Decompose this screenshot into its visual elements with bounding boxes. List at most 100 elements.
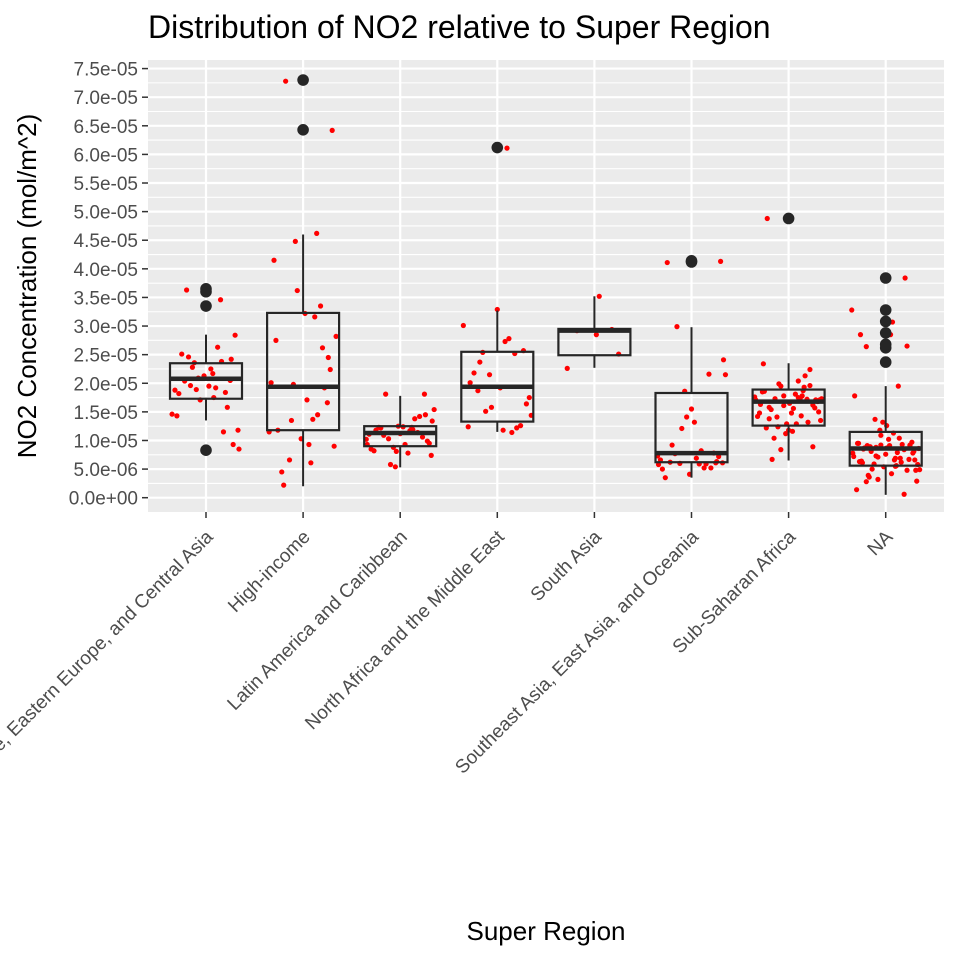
jitter-point	[179, 351, 185, 357]
jitter-point	[909, 439, 915, 445]
jitter-point	[792, 391, 798, 397]
jitter-point	[708, 465, 714, 471]
box-body	[266, 311, 341, 432]
outlier-point	[879, 304, 892, 316]
outlier-point	[685, 255, 698, 267]
jitter-point	[310, 416, 316, 422]
x-tick-label: North Africa and the Middle East	[301, 526, 509, 734]
jitter-point	[281, 482, 287, 488]
jitter-point	[488, 404, 495, 410]
jitter-point	[324, 400, 330, 406]
jitter-point	[774, 414, 780, 420]
jitter-point	[471, 370, 477, 376]
jitter-point	[504, 145, 510, 151]
jitter-point	[279, 469, 285, 475]
jitter-point	[230, 441, 236, 448]
jitter-point	[790, 405, 797, 412]
jitter-point	[902, 275, 908, 281]
jitter-point	[486, 372, 493, 378]
jitter-point	[896, 435, 902, 441]
jitter-point	[428, 452, 434, 458]
jitter-point	[799, 393, 805, 399]
y-tick-label: 2.0e-05	[74, 374, 138, 395]
jitter-point	[875, 476, 881, 482]
jitter-point	[217, 297, 224, 303]
y-tick-label: 7.5e-05	[74, 60, 138, 81]
y-tick-label: 6.5e-05	[74, 117, 138, 138]
jitter-point	[898, 459, 904, 465]
jitter-point	[781, 402, 787, 409]
jitter-point	[664, 259, 670, 266]
jitter-point	[294, 287, 300, 294]
jitter-point	[325, 354, 331, 361]
outlier-point	[879, 315, 892, 328]
jitter-point	[679, 425, 685, 432]
jitter-point	[912, 457, 918, 463]
jitter-point	[412, 416, 418, 422]
jitter-point	[327, 366, 333, 373]
jitter-point	[315, 412, 321, 418]
jitter-point	[878, 432, 884, 438]
jitter-point	[816, 409, 822, 415]
x-axis-label: Super Region	[467, 916, 626, 946]
jitter-point	[688, 406, 695, 412]
jitter-point	[769, 456, 775, 462]
jitter-point	[852, 393, 858, 399]
box-body	[654, 391, 729, 464]
jitter-point	[917, 467, 923, 473]
jitter-point	[208, 366, 214, 372]
box-body	[363, 425, 438, 448]
jitter-point	[224, 404, 230, 410]
jitter-point	[795, 378, 801, 384]
jitter-point	[873, 453, 879, 459]
jitter-point	[684, 414, 690, 420]
jitter-point	[904, 343, 910, 349]
y-axis: 0.0e+00 5.0e-06 1.0e-05 1.5e-05 2.0e-05 2.5e-…	[69, 60, 148, 510]
jitter-point	[897, 455, 903, 461]
jitter-point	[669, 442, 675, 448]
jitter-point	[888, 471, 895, 477]
jitter-point	[232, 332, 238, 338]
jitter-point	[659, 466, 666, 472]
box	[848, 272, 923, 495]
jitter-point	[419, 434, 426, 440]
jitter-point	[236, 446, 242, 452]
jitter-point	[317, 303, 324, 309]
chart-title: Distribution of NO2 relative to Super Re…	[148, 9, 771, 45]
jitter-point	[465, 424, 471, 430]
jitter-point	[764, 215, 770, 222]
y-tick-label: 3.5e-05	[74, 288, 138, 309]
outlier-point	[297, 124, 309, 136]
jitter-point	[405, 450, 411, 456]
outlier-point	[879, 272, 892, 284]
jitter-point	[304, 397, 310, 403]
jitter-point	[701, 465, 707, 471]
jitter-point	[517, 423, 524, 429]
jitter-point	[189, 364, 196, 370]
y-tick-label: 4.5e-05	[74, 231, 138, 252]
jitter-point	[810, 444, 816, 450]
jitter-point	[494, 306, 500, 313]
jitter-point	[460, 322, 466, 329]
jitter-point	[863, 479, 869, 485]
jitter-point	[184, 287, 190, 293]
jitter-point	[422, 412, 429, 418]
jitter-point	[526, 394, 532, 401]
y-tick-label: 7.0e-05	[74, 88, 138, 109]
box	[363, 395, 438, 468]
jitter-point	[693, 455, 699, 461]
jitter-point	[523, 401, 530, 407]
jitter-point	[392, 464, 398, 470]
jitter-point	[880, 419, 886, 425]
jitter-point	[331, 443, 337, 449]
box	[557, 296, 632, 368]
jitter-point	[901, 491, 907, 497]
jitter-point	[306, 441, 312, 448]
jitter-point	[283, 78, 289, 84]
outlier-point	[879, 356, 892, 368]
jitter-point	[333, 333, 339, 339]
jitter-point	[312, 314, 318, 320]
jitter-point	[187, 382, 194, 389]
jitter-point	[228, 356, 234, 362]
jitter-point	[802, 373, 808, 379]
